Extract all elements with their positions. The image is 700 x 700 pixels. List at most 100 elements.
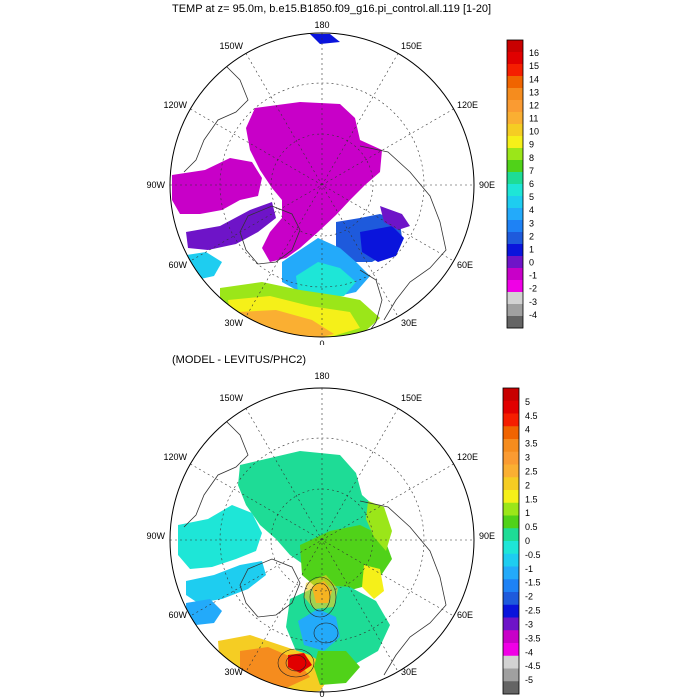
top-colorbar-swatch [507,220,523,233]
top-colorbar-swatch [507,88,523,101]
top-nordic-seas-inner [296,262,356,298]
bottom-colorbar-swatch [503,464,519,478]
top-colorbar-swatch [507,244,523,257]
bottom-lon-label-60e: 60E [457,610,473,620]
bottom-contours [277,576,339,678]
bottom-colorbar-swatch [503,477,519,491]
top-colorbar-label: 5 [529,192,534,202]
bottom-colorbar-swatch [503,426,519,440]
top-lon-label-120e: 120E [457,100,478,110]
top-colorbar-label: 4 [529,205,534,215]
bottom-colorbar-swatch [503,592,519,606]
bottom-canadian-field [178,505,262,569]
top-colorbar-swatch [507,136,523,149]
bottom-colorbar-swatch [503,388,519,402]
bottom-colorbar-label: 2.5 [525,466,538,476]
bottom-colorbar-swatch [503,604,519,618]
top-canadian-archipelago-field [172,158,262,214]
top-lon-label-30w: 30W [224,318,243,328]
top-colorbar-swatch [507,208,523,221]
top-lon-label-90w: 90W [146,180,165,190]
bottom-colorbar-swatch [503,413,519,427]
top-colorbar-swatch [507,268,523,281]
top-colorbar-swatch [507,304,523,317]
top-lon-label-180: 180 [314,20,329,30]
bottom-plot-title: (MODEL - LEVITUS/PHC2) [172,354,307,366]
bottom-lon-label-120e: 120E [457,452,478,462]
bottom-colorbar-swatch [503,528,519,542]
bottom-colorbar-label: -3.5 [525,633,541,643]
bottom-atlantic-green-field [314,651,360,685]
bottom-colorbar-label: -2 [525,592,533,602]
bottom-colorbar-swatch [503,630,519,644]
bottom-polar-map: 180 150W 150E 120W 120E 90W 90E 60W 60E … [146,371,541,699]
top-alaska-outline [183,59,249,173]
top-colorbar-label: 2 [529,231,534,241]
top-colorbar-label: 13 [529,87,539,97]
bottom-colorbar-swatch [503,681,519,695]
top-colorbar-label: -4 [529,310,537,320]
top-central-arctic-cold-field [246,102,382,262]
bottom-map-boundary [169,387,475,693]
bottom-lon-label-180: 180 [314,371,329,381]
bottom-colorbar-label: -4 [525,647,533,657]
bottom-colorbar-label: 0.5 [525,522,538,532]
top-colorbar-border [506,39,524,329]
bottom-colorbar-swatch [503,515,519,529]
top-colorbar-label: 3 [529,218,534,228]
bottom-lon-label-90w: 90W [146,531,165,541]
top-bering-field [310,34,340,44]
bottom-colorbar-label: -4.5 [525,661,541,671]
top-colorbar-swatch [507,160,523,173]
top-siberia-outline [359,145,447,321]
bottom-nordic-blue-field [298,609,340,651]
bottom-colorbar-label: 0 [525,536,530,546]
top-colorbar-label: 6 [529,179,534,189]
top-colorbar-swatch [507,172,523,185]
bottom-colorbar-swatch [503,490,519,504]
bottom-baffin-field [186,561,266,603]
top-colorbar-label: 15 [529,61,539,71]
top-colorbar-swatch [507,316,523,329]
top-colorbar-label: 12 [529,100,539,110]
bottom-labrador-field [186,599,222,625]
top-colorbar-swatch [507,40,523,53]
bottom-colorbar-label: 1 [525,508,530,518]
bottom-colorbar-label: -1.5 [525,578,541,588]
top-colorbar-label: 1 [529,244,534,254]
top-colorbar-swatch [507,280,523,293]
bottom-lon-label-120w: 120W [163,452,187,462]
top-graticule [170,33,474,337]
bottom-lon-label-30w: 30W [224,667,243,677]
top-colorbar-label: 8 [529,153,534,163]
bottom-colorbar-swatch [503,541,519,555]
bottom-colorbar-swatch [503,655,519,669]
bottom-colorbar-swatch [503,643,519,657]
bottom-colorbar-label: -1 [525,564,533,574]
top-colorbar-swatch [507,124,523,137]
bottom-colorbar-label: -0.5 [525,550,541,560]
top-plot-title: TEMP at z= 95.0m, b.e15.B1850.f09_g16.pi… [172,3,492,15]
top-colorbar-label: -1 [529,271,537,281]
bottom-lon-label-60w: 60W [168,610,187,620]
bottom-alaska-outline [183,414,249,528]
bottom-colorbar-label: 5 [525,397,530,407]
top-scandinavia-outline [359,269,383,337]
top-colorbar-swatch [507,184,523,197]
top-lon-label-0: 0 [319,339,324,345]
bottom-siberia-outline [359,500,447,676]
top-colorbar-swatch [507,112,523,125]
top-lon-label-60e: 60E [457,260,473,270]
top-colorbar-swatch [507,100,523,113]
bottom-greenland-outline [239,558,301,618]
bottom-colorbar-label: 3.5 [525,439,538,449]
bottom-colorbar-swatch [503,451,519,465]
bottom-colorbar-swatch [503,617,519,631]
top-colorbar-label: -3 [529,297,537,307]
top-colorbar-swatch [507,148,523,161]
bottom-colorbar: 5 4.5 4 3.5 3 2.5 2 1.5 1 0.5 0 -0.5 -1 -1.5 -2 -2.5 -3 -… [502,387,541,695]
bottom-colorbar-swatch [503,579,519,593]
top-colorbar-swatch [507,76,523,89]
bottom-colorbar-swatch [503,400,519,414]
